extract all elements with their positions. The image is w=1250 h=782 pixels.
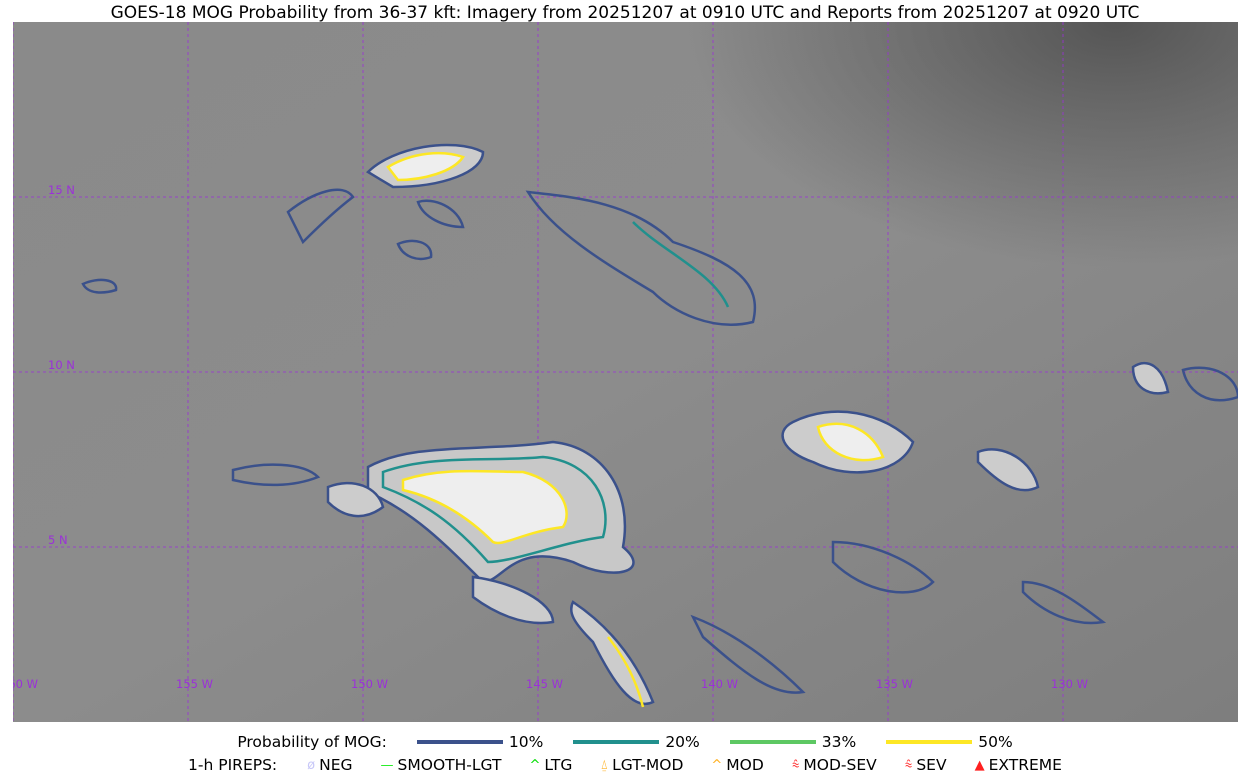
graticule <box>13 22 1238 722</box>
caret-icon: ^ <box>711 757 723 773</box>
mog-legend: Probability of MOG: 10% 20% 33% 50% <box>0 733 1250 751</box>
legend-item-label: LGT-MOD <box>612 756 684 774</box>
filled-triangle-icon: ▲ <box>974 757 985 773</box>
pirep-legend-label: 1-h PIREPS: <box>188 756 278 774</box>
lon-label: 155 W <box>176 677 213 691</box>
legend-item-label: SMOOTH-LGT <box>397 756 502 774</box>
legend-item-label: 20% <box>665 733 700 751</box>
legend-item-label: MOD-SEV <box>803 756 877 774</box>
pirep-legend-item: ^ MOD <box>711 756 763 774</box>
satellite-map[interactable]: 160 W 155 W 150 W 145 W 140 W 135 W 130 W 15 N 1… <box>13 22 1238 722</box>
caret-bar-icon: ⍙ <box>600 757 609 773</box>
pirep-legend-item: ^ LTG <box>529 756 572 774</box>
legend-item-label: LTG <box>544 756 573 774</box>
lon-label: 135 W <box>876 677 913 691</box>
pirep-legend-item: ▲ EXTREME <box>975 756 1062 774</box>
legend-item-label: 10% <box>508 733 544 751</box>
caret-icon: ^ <box>529 757 541 773</box>
legend-line-swatch <box>729 740 816 744</box>
mog-legend-item: 33% <box>729 733 857 751</box>
lon-label: 150 W <box>351 677 388 691</box>
pirep-legend-item: — SMOOTH-LGT <box>381 756 502 774</box>
double-caret-bar-icon: ⩯ <box>791 757 800 773</box>
legend-item-label: NEG <box>319 756 353 774</box>
mog-legend-item: 50% <box>886 733 1013 751</box>
mog-legend-label: Probability of MOG: <box>237 733 387 751</box>
pirep-legend-item: ⍙ LGT-MOD <box>600 756 683 774</box>
line-icon: — <box>380 757 394 773</box>
mog-legend-item: 10% <box>416 733 544 751</box>
lon-label: 160 W <box>13 677 38 691</box>
neg-circle-icon: ø <box>307 757 316 773</box>
lon-label: 140 W <box>701 677 738 691</box>
legend-item-label: 33% <box>821 733 857 751</box>
lon-label: 145 W <box>526 677 563 691</box>
pirep-legend-item: ⩯ MOD-SEV <box>792 756 877 774</box>
pirep-legend-item: ø NEG <box>307 756 352 774</box>
lat-label: 15 N <box>48 183 75 197</box>
lon-label: 130 W <box>1051 677 1088 691</box>
pirep-legend: 1-h PIREPS: ø NEG — SMOOTH-LGT ^ LTG ⍙ LGT-MOD ^… <box>0 756 1250 774</box>
mog-legend-item: 20% <box>573 733 700 751</box>
map-title: GOES-18 MOG Probability from 36-37 kft: … <box>110 3 1140 23</box>
lat-label: 10 N <box>48 358 75 372</box>
lat-label: 5 N <box>48 533 68 547</box>
legend-item-label: SEV <box>916 756 947 774</box>
legend-item-label: EXTREME <box>988 756 1062 774</box>
mog-contours <box>81 143 1238 708</box>
legend-line-swatch <box>416 740 503 744</box>
legend-item-label: MOD <box>726 756 764 774</box>
double-caret-icon: ⩯ <box>904 757 913 773</box>
legend-item-label: 50% <box>978 733 1013 751</box>
pirep-legend-item: ⩯ SEV <box>905 756 947 774</box>
legend-line-swatch <box>573 740 660 744</box>
legend-line-swatch <box>886 740 973 744</box>
